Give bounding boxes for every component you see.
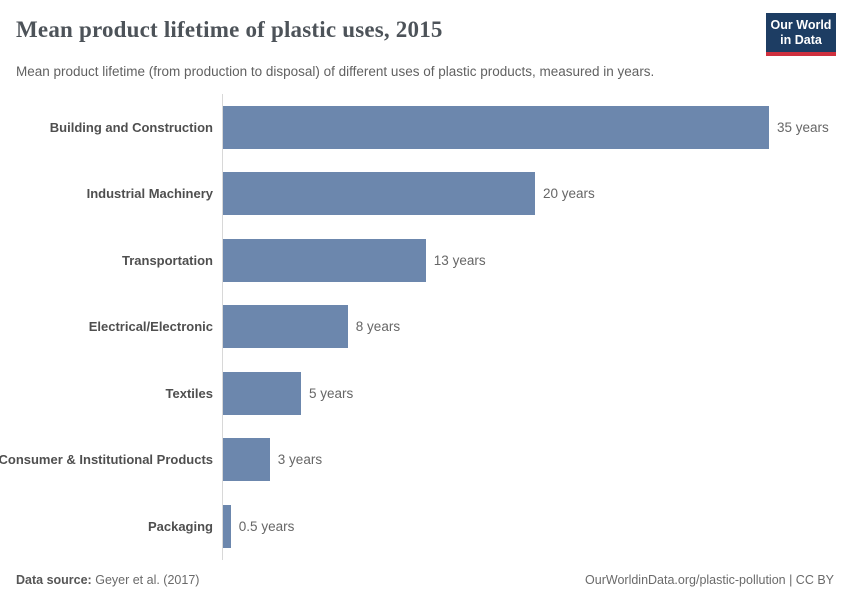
category-label: Industrial Machinery (86, 186, 213, 202)
value-label: 20 years (543, 186, 595, 202)
bar (223, 504, 231, 548)
bar-row: Packaging 0.5 years (0, 493, 850, 560)
chart-footer: Data source: Geyer et al. (2017) OurWorl… (16, 573, 834, 587)
chart-title: Mean product lifetime of plastic uses, 2… (16, 17, 443, 42)
data-source: Data source: Geyer et al. (2017) (16, 573, 199, 587)
bar (223, 105, 769, 149)
value-label: 0.5 years (238, 518, 295, 534)
value-label: 5 years (309, 385, 354, 401)
value-label: 3 years (277, 452, 323, 468)
bar-track: 0.5 years (222, 493, 850, 560)
value-label: 13 years (433, 252, 486, 268)
value-label: 35 years (777, 119, 829, 135)
data-source-label: Data source: (16, 573, 92, 587)
bar (223, 371, 301, 415)
category-label: Textiles (165, 385, 213, 401)
bar-track: 35 years (222, 94, 850, 161)
bar-chart: Building and Construction 35 years Indus… (0, 94, 850, 560)
title-row: Mean product lifetime of plastic uses, 2… (16, 13, 836, 56)
bar-track: 13 years (222, 227, 850, 294)
owid-logo-line2: in Data (780, 32, 822, 47)
chart-subtitle: Mean product lifetime (from production t… (16, 63, 655, 79)
bar-rows: Building and Construction 35 years Indus… (0, 94, 850, 560)
bar-track: 8 years (222, 293, 850, 361)
bar-row: Transportation 13 years (0, 227, 850, 294)
bar-row: Building and Construction 35 years (0, 94, 850, 161)
bar-row: Industrial Machinery 20 years (0, 160, 850, 228)
category-label: Transportation (121, 252, 213, 268)
bar-row: Textiles 5 years (0, 360, 850, 427)
chart-header: Mean product lifetime of plastic uses, 2… (0, 0, 850, 80)
category-label: Packaging (147, 518, 213, 534)
bar-row: Electrical/Electronic 8 years (0, 293, 850, 361)
bar-row: Consumer & Institutional Products 3 year… (0, 426, 850, 494)
data-source-value: Geyer et al. (2017) (95, 573, 200, 587)
bar-track: 3 years (222, 426, 850, 494)
bar-track: 20 years (222, 160, 850, 228)
owid-logo: Our World in Data (766, 13, 836, 56)
category-label: Electrical/Electronic (88, 319, 213, 335)
category-label: Building and Construction (49, 119, 213, 135)
category-label: Consumer & Institutional Products (0, 452, 213, 468)
value-label: 8 years (355, 319, 401, 335)
credit-line: OurWorldinData.org/plastic-pollution | C… (585, 573, 834, 587)
bar (223, 438, 270, 482)
bar (223, 172, 535, 216)
bar (223, 305, 348, 349)
owid-logo-line1: Our World (770, 18, 832, 32)
bar-track: 5 years (222, 360, 850, 427)
bar (223, 238, 426, 282)
